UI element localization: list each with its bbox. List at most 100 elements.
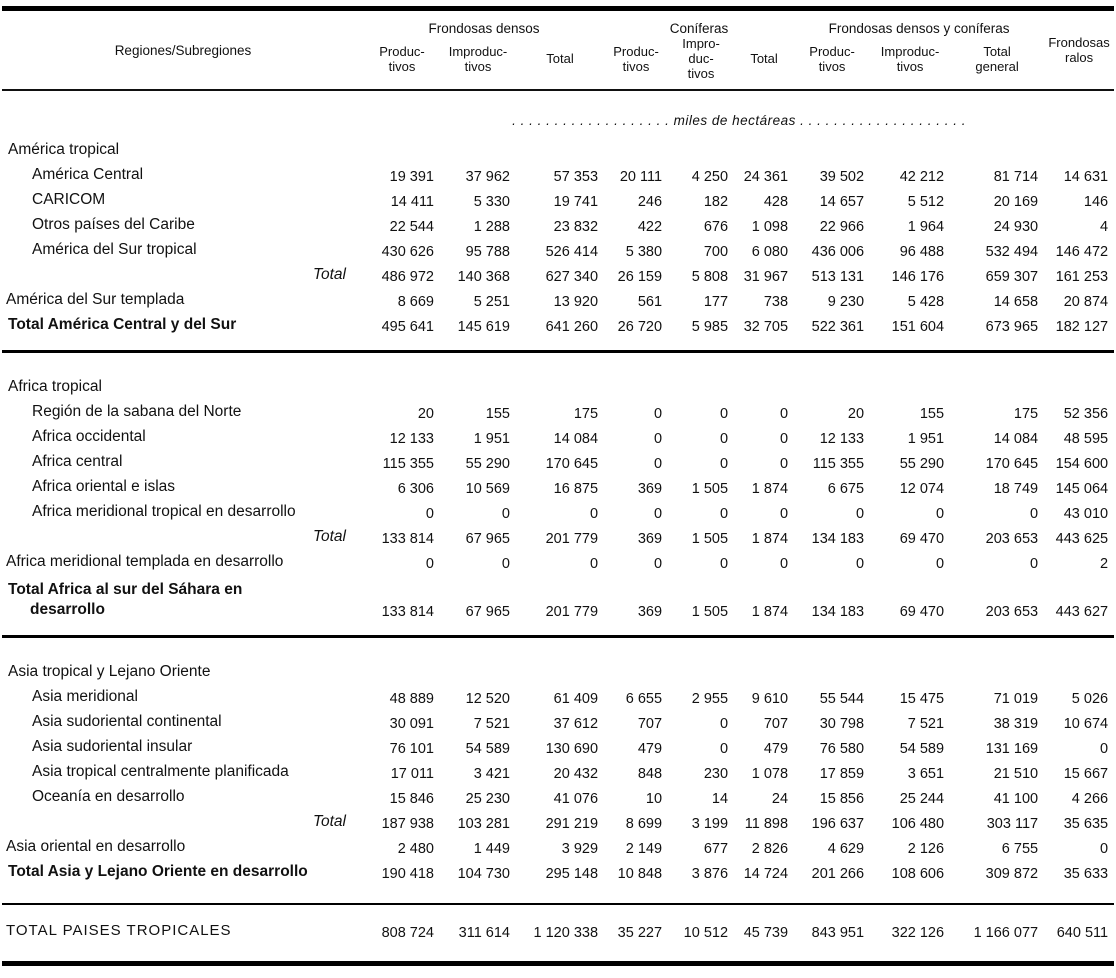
- cell-value: 2 480: [397, 841, 434, 857]
- cell-value: 134 183: [811, 531, 865, 547]
- cell-value: 0: [779, 456, 789, 472]
- cell-value: 3 199: [691, 816, 729, 832]
- cell-value: 26 159: [617, 269, 663, 285]
- cell-value: 532 494: [985, 244, 1039, 260]
- row-label: Asia tropical y Lejano Oriente: [8, 663, 211, 680]
- cell-value: 30 091: [389, 716, 434, 732]
- cell-value: 9 230: [827, 294, 865, 310]
- cell-value: 6 655: [625, 691, 663, 707]
- cell-value: [668, 365, 734, 397]
- table-row: Africa meridional templada en desarrollo…: [2, 547, 1114, 572]
- cell-value: 2 126: [907, 841, 945, 857]
- cell-value: 20 111: [619, 169, 663, 185]
- cell-value: 12 133: [389, 431, 434, 447]
- row-label: Asia oriental en desarrollo: [6, 838, 186, 855]
- row-label: Total: [312, 266, 346, 283]
- cell-value: 55 290: [899, 456, 945, 472]
- cell-value: 2 955: [691, 691, 729, 707]
- cell-value: [364, 128, 440, 160]
- cell-value: 8 699: [625, 816, 663, 832]
- cell-value: 12 520: [465, 691, 510, 707]
- cell-value: 0: [935, 506, 945, 522]
- cell-value: [364, 650, 440, 682]
- column-header-improductivos-fdc: Improduc- tivos: [880, 43, 940, 74]
- cell-value: 201 779: [545, 531, 599, 547]
- cell-value: 13 920: [553, 294, 599, 310]
- cell-value: 175: [573, 406, 599, 422]
- cell-value: 71 019: [993, 691, 1039, 707]
- cell-value: [870, 128, 950, 160]
- cell-value: 246: [637, 194, 663, 210]
- cell-value: 0: [1100, 841, 1109, 857]
- table-row: Africa central 115 355 55 290 170 645 0 0 0 115…: [2, 447, 1114, 472]
- cell-value: 133 814: [381, 604, 434, 620]
- rule-line: [2, 961, 1115, 966]
- cell-value: 17 859: [819, 766, 865, 782]
- cell-value: 0: [719, 456, 729, 472]
- cell-value: 0: [719, 716, 729, 732]
- cell-value: 170 645: [985, 456, 1039, 472]
- cell-value: 48 595: [1063, 431, 1109, 447]
- cell-value: 203 653: [985, 604, 1039, 620]
- cell-value: [950, 650, 1044, 682]
- cell-value: [794, 650, 870, 682]
- cell-value: 146 176: [891, 269, 945, 285]
- row-label: Africa oriental e islas: [32, 478, 176, 495]
- cell-value: 23 832: [553, 219, 599, 235]
- cell-value: 1 449: [473, 841, 510, 857]
- top-rule: [2, 6, 1114, 11]
- cell-value: 677: [703, 841, 729, 857]
- cell-value: 1 505: [691, 604, 729, 620]
- cell-value: 495 641: [381, 319, 434, 335]
- cell-value: 0: [501, 506, 510, 522]
- cell-value: 309 872: [985, 866, 1039, 882]
- cell-value: 4 629: [827, 841, 865, 857]
- cell-value: [950, 365, 1044, 397]
- cell-value: 3 929: [561, 841, 599, 857]
- rule-line: [2, 635, 1115, 638]
- unit-row: . . . . . . . . . . . . . . . . . . . mi…: [2, 90, 1114, 128]
- cell-value: 177: [703, 294, 729, 310]
- cell-value: 5 251: [473, 294, 510, 310]
- cell-value: 4 250: [691, 169, 729, 185]
- cell-value: 5 512: [907, 194, 945, 210]
- cell-value: 0: [425, 506, 434, 522]
- cell-value: 182 127: [1055, 319, 1109, 335]
- cell-value: 201 779: [545, 604, 599, 620]
- cell-value: 146 472: [1055, 244, 1109, 260]
- cell-value: 369: [637, 481, 663, 497]
- cell-value: [1044, 650, 1114, 682]
- row-label: Asia sudoriental continental: [32, 713, 222, 730]
- cell-value: 1 964: [907, 219, 945, 235]
- cell-value: 369: [637, 531, 663, 547]
- column-header-improductivos-c: Impro- duc- tivos: [682, 36, 720, 81]
- cell-value: 2 149: [625, 841, 663, 857]
- column-header-improductivos-fd: Improduc- tivos: [448, 43, 508, 74]
- cell-value: 0: [719, 406, 729, 422]
- row-label: Total Africa al sur del Sáhara en desarr…: [8, 581, 243, 618]
- column-header-total-fd: Total: [546, 51, 574, 66]
- cell-value: 848: [637, 766, 663, 782]
- cell-value: 2 826: [751, 841, 789, 857]
- cell-value: 0: [779, 506, 789, 522]
- cell-value: 14: [711, 791, 729, 807]
- cell-value: 15 667: [1063, 766, 1109, 782]
- cell-value: 1 505: [691, 531, 729, 547]
- cell-value: 103 281: [457, 816, 510, 832]
- rule-line: [2, 903, 1115, 905]
- cell-value: 48 889: [389, 691, 434, 707]
- cell-value: 0: [1030, 506, 1039, 522]
- group-header-frondosas-densos-y-coniferas: Frondosas densos y coníferas: [828, 21, 1010, 36]
- column-header-total-general: Total general: [975, 43, 1019, 74]
- cell-value: 25 230: [465, 791, 510, 807]
- cell-value: 10: [645, 791, 663, 807]
- row-label: Africa meridional tropical en desarrollo: [32, 503, 296, 520]
- table-row: Africa oriental e islas 6 306 10 569 16 875…: [2, 472, 1114, 497]
- row-label: América del Sur templada: [6, 291, 185, 308]
- cell-value: 130 690: [545, 741, 599, 757]
- cell-value: 69 470: [899, 531, 945, 547]
- cell-value: 843 951: [811, 925, 865, 941]
- cell-value: 5 380: [625, 244, 663, 260]
- cell-value: 67 965: [465, 604, 510, 620]
- row-label: Asia meridional: [32, 688, 138, 705]
